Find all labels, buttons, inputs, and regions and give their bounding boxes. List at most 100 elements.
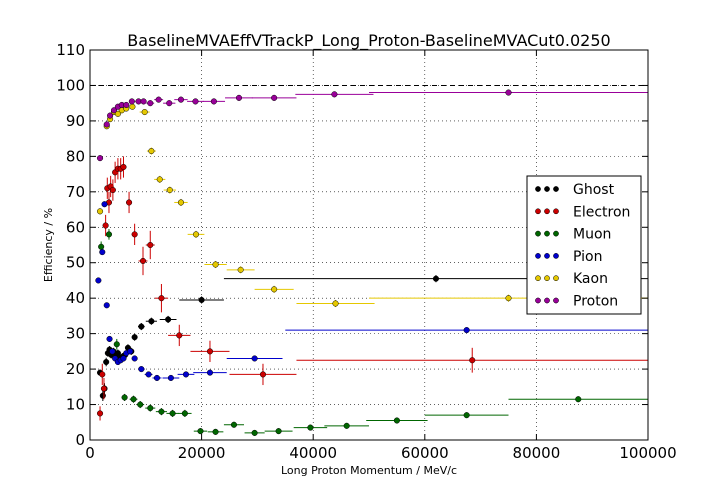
data-point-proton [155, 96, 162, 103]
data-point-muon [251, 429, 258, 436]
data-point-electron [109, 186, 116, 194]
data-point-pion [463, 327, 470, 334]
data-point-electron [206, 348, 214, 355]
data-point-electron [259, 371, 267, 378]
data-point-proton [123, 101, 130, 109]
legend-marker-kaon [544, 275, 550, 282]
data-point-kaon [96, 208, 104, 215]
legend-marker-proton [535, 297, 541, 304]
x-tick-label: 100000 [619, 444, 676, 462]
chart-title: BaselineMVAEffVTrackP_Long_Proton-Baseli… [127, 31, 610, 51]
data-point-pion [103, 302, 110, 309]
legend-label-pion: Pion [573, 249, 602, 265]
legend-label-ghost: Ghost [573, 182, 615, 198]
axis-ticks: 0 20000 40000 60000 80000 100000 0 10 20 30 40 50 60… [56, 41, 676, 462]
legend-marker-muon [535, 230, 541, 237]
data-point-muon [275, 428, 282, 435]
data-point-pion [145, 371, 152, 378]
legend: Ghost Electron Muon Pion Kaon Proton [526, 175, 642, 315]
data-point-muon [169, 410, 176, 417]
data-point-electron [147, 241, 154, 249]
data-point-kaon [114, 110, 121, 117]
data-point-ghost [114, 350, 121, 357]
y-tick-label: 90 [66, 112, 85, 130]
data-point-pion [251, 355, 258, 362]
data-point-pion [120, 355, 127, 362]
legend-marker-ghost [535, 186, 541, 192]
data-point-proton [135, 98, 142, 105]
data-point-muon [230, 421, 238, 428]
y-tick-label: 100 [56, 76, 85, 94]
data-point-muon [158, 408, 165, 415]
legend-marker-muon [553, 230, 559, 237]
data-point-pion [95, 277, 102, 284]
y-axis-label: Efficiency / % [42, 208, 55, 282]
data-points-layer [95, 89, 648, 436]
data-point-muon [197, 428, 204, 435]
data-point-ghost [148, 318, 155, 325]
data-point-proton [140, 98, 147, 105]
legend-marker-electron [544, 208, 550, 215]
data-point-pion [127, 348, 134, 355]
data-point-ghost [165, 316, 172, 323]
data-point-proton [177, 96, 185, 103]
legend-marker-pion [544, 253, 550, 259]
y-tick-label: 50 [66, 254, 85, 272]
data-point-muon [105, 231, 113, 238]
data-point-kaon [237, 266, 244, 273]
legend-label-muon: Muon [573, 227, 611, 243]
legend-marker-kaon [553, 275, 559, 282]
x-tick-label: 20000 [178, 444, 226, 462]
legend-marker-pion [553, 253, 559, 259]
data-point-kaon [141, 108, 148, 116]
data-point-muon [113, 341, 120, 348]
data-point-pion [101, 201, 108, 208]
data-point-kaon [332, 300, 339, 307]
legend-marker-ghost [544, 186, 550, 192]
legend-marker-kaon [535, 275, 541, 282]
legend-marker-proton [544, 297, 550, 304]
data-point-kaon [166, 186, 173, 194]
data-point-ghost [103, 358, 110, 366]
series-pion [95, 201, 648, 382]
data-point-proton [505, 89, 512, 96]
data-point-electron [96, 410, 104, 417]
x-tick-label: 60000 [401, 444, 449, 462]
legend-marker-electron [553, 208, 559, 215]
data-point-electron [100, 385, 107, 392]
data-point-proton [192, 98, 199, 105]
data-point-ghost [432, 275, 440, 282]
data-point-proton [271, 94, 278, 101]
data-point-muon [343, 422, 350, 429]
data-point-proton [147, 100, 154, 107]
data-point-muon [575, 396, 582, 403]
data-point-proton [331, 91, 338, 98]
data-point-pion [167, 374, 174, 382]
y-tick-label: 70 [66, 183, 85, 201]
y-tick-label: 80 [66, 147, 85, 165]
legend-box [526, 175, 642, 315]
legend-marker-muon [544, 230, 550, 237]
legend-label-proton: Proton [573, 294, 618, 310]
data-point-pion [153, 374, 161, 382]
y-tick-label: 0 [75, 431, 85, 449]
data-point-muon [121, 394, 128, 401]
legend-label-kaon: Kaon [573, 271, 608, 287]
data-point-proton [103, 121, 110, 128]
y-tick-label: 10 [66, 396, 85, 414]
y-tick-label: 30 [66, 325, 85, 343]
data-point-pion [131, 355, 138, 362]
data-point-pion [182, 371, 190, 378]
legend-marker-electron [535, 208, 541, 215]
data-point-ghost [198, 296, 205, 304]
data-point-muon [212, 428, 219, 435]
data-point-muon [463, 412, 470, 419]
data-point-muon [137, 401, 144, 408]
data-point-muon [130, 396, 137, 403]
data-point-electron [131, 231, 138, 238]
data-point-electron [102, 222, 109, 229]
data-point-proton [96, 155, 104, 162]
legend-marker-ghost [553, 186, 559, 192]
data-point-kaon [156, 176, 163, 183]
